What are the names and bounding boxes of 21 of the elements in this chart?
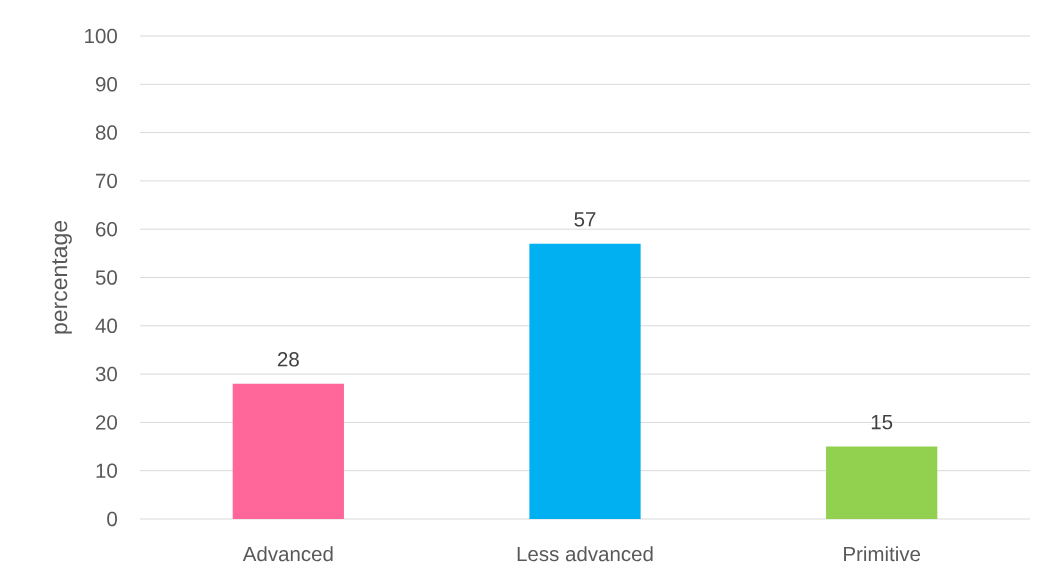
y-tick-label: 100 xyxy=(85,28,117,44)
y-tick-label: 40 xyxy=(95,318,117,334)
data-label: 15 xyxy=(871,415,893,430)
y-tick-label: 30 xyxy=(95,366,117,382)
y-tick-label: 0 xyxy=(107,511,117,527)
data-label: 57 xyxy=(574,212,596,227)
y-tick-label: 60 xyxy=(96,221,117,237)
x-tick-label: Primitive xyxy=(844,546,921,562)
y-tick-label: 80 xyxy=(95,125,117,140)
data-label: 28 xyxy=(277,352,299,367)
y-tick-label: 90 xyxy=(95,77,117,92)
y-axis-title: percentage xyxy=(52,221,72,334)
y-tick-label: 10 xyxy=(96,463,117,478)
x-tick-label: Less advanced xyxy=(517,546,653,562)
y-tick-label: 70 xyxy=(96,173,117,189)
y-tick-label: 20 xyxy=(96,415,117,430)
bar xyxy=(826,446,938,519)
y-tick-label: 50 xyxy=(95,270,117,285)
x-tick-label: Advanced xyxy=(242,546,333,562)
bar xyxy=(232,383,344,519)
bar xyxy=(529,243,641,519)
